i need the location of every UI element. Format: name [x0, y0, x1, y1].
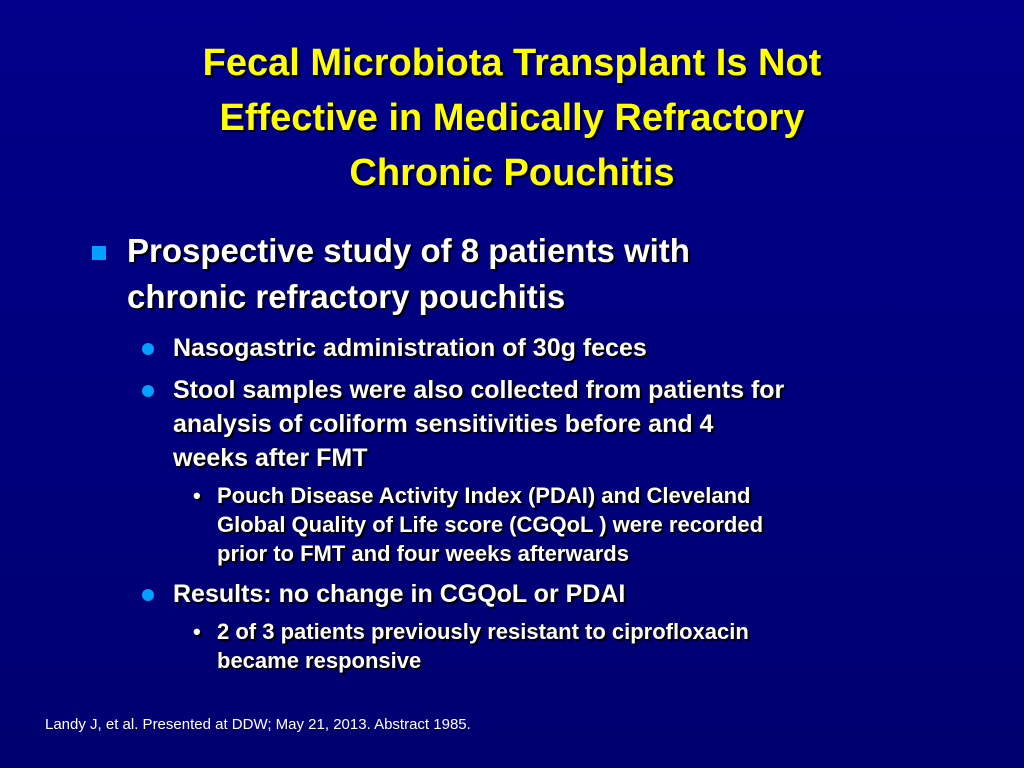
bullet-square [92, 246, 106, 260]
sub-bullet: Nasogastric administration of 30g feces [173, 334, 647, 362]
bullet-mark: • [193, 483, 201, 508]
sub-bullet: Results: no change in CGQoL or PDAI [173, 580, 626, 608]
title-line: Chronic Pouchitis [349, 152, 675, 194]
sub-sub-bullet: Global Quality of Life score (CGQoL ) we… [217, 512, 764, 537]
sub-sub-bullet: Pouch Disease Activity Index (PDAI) and … [217, 483, 751, 508]
footnote: Landy J, et al. Presented at DDW; May 21… [45, 716, 471, 733]
sub-sub-bullet: became responsive [217, 648, 422, 673]
sub-bullet: weeks after FMT [173, 444, 368, 472]
bullet-dot [142, 385, 154, 397]
bullet-text: Prospective study of 8 patients with [127, 232, 690, 269]
title-line: Effective in Medically Refractory [219, 97, 805, 139]
bullet-text: chronic refractory pouchitis [127, 278, 566, 315]
bullet-dot [142, 589, 154, 601]
sub-sub-bullet: prior to FMT and four weeks afterwards [217, 541, 629, 566]
bullet-dot [142, 343, 154, 355]
sub-bullet: Stool samples were also collected from p… [173, 376, 785, 404]
title-line: Fecal Microbiota Transplant Is Not [202, 42, 822, 84]
sub-bullet: analysis of coliform sensitivities befor… [173, 410, 714, 438]
sub-sub-bullet: 2 of 3 patients previously resistant to … [217, 619, 749, 644]
bullet-mark: • [193, 619, 201, 644]
